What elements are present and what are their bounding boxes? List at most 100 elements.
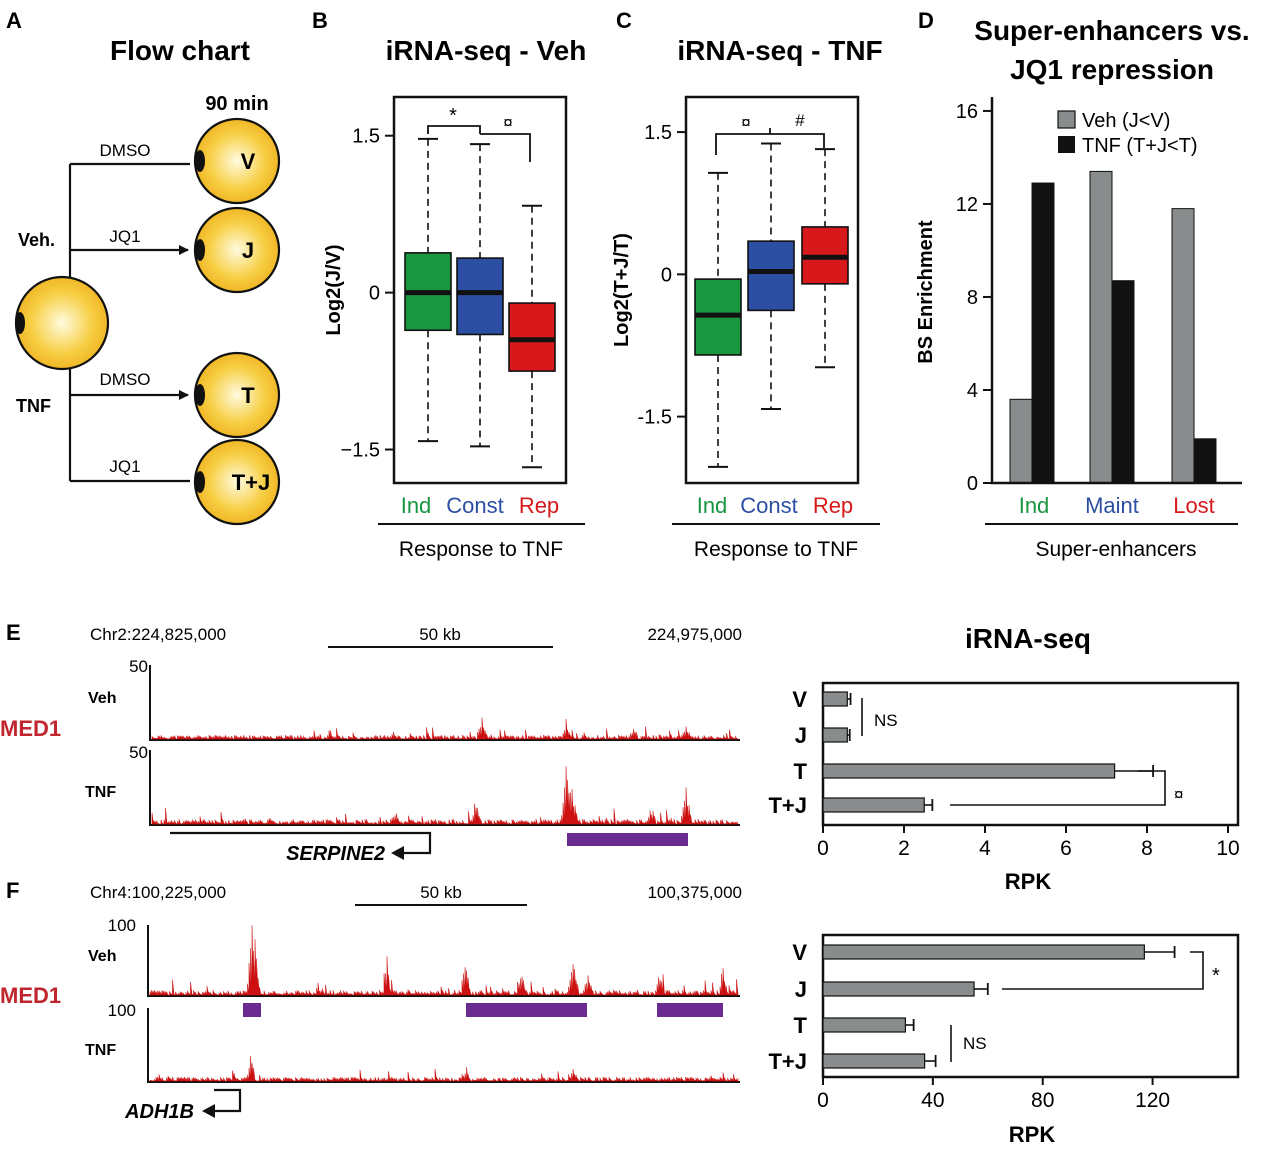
panel-c: C iRNA-seq - TNF 1.5 0 -1.5 Log2(T+J/T) In… bbox=[611, 8, 883, 561]
track-e-tnf-signal bbox=[151, 766, 739, 826]
chart-f-row-label: J bbox=[795, 977, 807, 1002]
flow-time: 90 min bbox=[205, 93, 268, 115]
track-e-veh-label: Veh bbox=[88, 690, 116, 707]
chart-c-frame bbox=[684, 95, 860, 485]
cell-t: T bbox=[193, 351, 281, 439]
chart-d-bar-lost-veh bbox=[1171, 208, 1195, 484]
panel-label-c: C bbox=[616, 8, 632, 33]
track-f-tnf-max: 100 bbox=[108, 1001, 136, 1020]
chart-d-xtick-lost: Lost bbox=[1173, 493, 1215, 518]
track-f-veh-axes bbox=[147, 925, 740, 997]
track-f-tnf-signal bbox=[149, 1055, 739, 1083]
svg-text:J: J bbox=[242, 238, 254, 263]
chart-d-ytick-label: 4 bbox=[967, 380, 978, 402]
track-f-tnf-label: TNF bbox=[85, 1042, 116, 1059]
panel-f-bar: VJT T+J 0 40 80 120 * NS RPK bbox=[768, 933, 1240, 1147]
chart-e-xtick-label: 4 bbox=[979, 837, 991, 860]
legend-tnf-swatch bbox=[1058, 136, 1075, 153]
chart-c-sig-1: ¤ bbox=[741, 113, 750, 132]
chart-f-row-label: V bbox=[792, 940, 807, 965]
chart-e-brackets bbox=[861, 698, 1166, 806]
legend-tnf-label: TNF (T+J<T) bbox=[1082, 135, 1198, 157]
panel-label-d: D bbox=[918, 8, 934, 33]
chart-b-ylabel: Log2(J/V) bbox=[323, 244, 345, 335]
chart-e-row-label: T+J bbox=[768, 793, 807, 818]
chart-f-xtick-label: 0 bbox=[817, 1089, 829, 1112]
track-f-veh-signal bbox=[149, 925, 739, 997]
chart-f-bar-tj bbox=[822, 1053, 926, 1069]
chart-e-xtick-label: 6 bbox=[1060, 837, 1072, 860]
chart-c-xtick-const: Const bbox=[740, 493, 797, 518]
chart-b-iqr-box bbox=[456, 257, 504, 336]
chart-b-box-rep bbox=[508, 204, 556, 469]
cell-j: J bbox=[193, 206, 281, 294]
chart-c-ytick-label: 0 bbox=[661, 264, 672, 286]
chart-b-xtick-const: Const bbox=[446, 493, 503, 518]
track-f-tnf-axes bbox=[147, 1008, 740, 1083]
flow-connectors bbox=[68, 162, 190, 483]
chart-f-row-label: T bbox=[794, 1013, 808, 1038]
chart-d-bar-lost-tnf bbox=[1193, 438, 1217, 484]
chart-e-xtick-label: 2 bbox=[898, 837, 910, 860]
track-f-enhancer-1 bbox=[243, 1003, 261, 1017]
branch-3-treatment: DMSO bbox=[100, 370, 151, 389]
flow-title: Flow chart bbox=[110, 35, 250, 66]
svg-text:T: T bbox=[241, 383, 255, 408]
chart-b-frame bbox=[392, 95, 568, 485]
chart-c-sig-2: # bbox=[795, 111, 805, 130]
chart-f-frame bbox=[821, 933, 1240, 1079]
track-f-coord-right: 100,375,000 bbox=[647, 883, 742, 902]
chart-f-bar-t bbox=[822, 1017, 907, 1033]
track-e-gene: SERPINE2 bbox=[286, 843, 385, 865]
track-e-enhancer bbox=[567, 833, 688, 846]
chart-c-box-ind bbox=[694, 171, 742, 468]
chart-c-box-rep bbox=[801, 148, 849, 369]
legend-veh-label: Veh (J<V) bbox=[1082, 110, 1170, 132]
chart-e-xtick-label: 0 bbox=[817, 837, 829, 860]
cell-v: V bbox=[193, 117, 281, 205]
chart-c-box-const bbox=[747, 142, 795, 411]
chart-f-xtick-label: 120 bbox=[1135, 1089, 1170, 1112]
legend-veh-swatch bbox=[1057, 110, 1076, 129]
start-cell bbox=[14, 275, 110, 371]
track-f-protein: MED1 bbox=[0, 983, 61, 1008]
chart-f-sig-1: * bbox=[1212, 965, 1220, 987]
chart-e-row-label: J bbox=[795, 723, 807, 748]
chart-f-xtick-label: 40 bbox=[921, 1089, 944, 1112]
chart-d-ytick-label: 0 bbox=[967, 473, 978, 495]
chart-f-bar-v bbox=[822, 944, 1145, 960]
track-f-coord-left: Chr4:100,225,000 bbox=[90, 883, 226, 902]
chart-f-bar-j bbox=[822, 981, 975, 997]
chart-e-title: iRNA-seq bbox=[965, 623, 1091, 654]
chart-f-xtick-label: 80 bbox=[1031, 1089, 1054, 1112]
chart-d-bar-ind-veh bbox=[1009, 398, 1033, 484]
chart-e-sig-2: ¤ bbox=[1174, 785, 1183, 804]
chart-e-bar-tj bbox=[822, 797, 925, 813]
track-f-scale-label: 50 kb bbox=[420, 883, 462, 902]
chart-c-iqr-box bbox=[747, 240, 795, 312]
chart-d-title-2: JQ1 repression bbox=[1010, 54, 1214, 85]
panel-b: B iRNA-seq - Veh 1.50−1.5 Log2(J/V) Ind … bbox=[312, 8, 586, 561]
track-f-gene-arrow bbox=[214, 1088, 242, 1113]
panel-label-f: F bbox=[6, 878, 19, 903]
chart-e-xtick-label: 10 bbox=[1216, 837, 1239, 860]
chart-f-sig-2: NS bbox=[963, 1034, 987, 1053]
branch-2-treatment: JQ1 bbox=[109, 227, 140, 246]
chart-b-ytick-label: 1.5 bbox=[352, 126, 380, 148]
track-e-protein: MED1 bbox=[0, 716, 61, 741]
chart-f-brackets bbox=[950, 951, 1204, 1062]
tnf-label: TNF bbox=[16, 396, 51, 416]
chart-b-ytick-label: −1.5 bbox=[341, 440, 380, 462]
track-e-tnf-max: 50 bbox=[129, 743, 148, 762]
chart-d-xtick-maint: Maint bbox=[1085, 493, 1139, 518]
chart-e-bar-t bbox=[822, 763, 1116, 779]
chart-c-xtick-rep: Rep bbox=[813, 493, 853, 518]
track-e-veh-axes bbox=[149, 665, 740, 741]
chart-d-xlabel: Super-enhancers bbox=[1035, 538, 1196, 561]
chart-f-xlabel: RPK bbox=[1009, 1122, 1056, 1147]
chart-b-title: iRNA-seq - Veh bbox=[386, 35, 587, 66]
chart-d-axes bbox=[990, 97, 1242, 485]
chart-e-sig-1: NS bbox=[874, 711, 898, 730]
chart-b-sig-2: ¤ bbox=[503, 113, 512, 132]
